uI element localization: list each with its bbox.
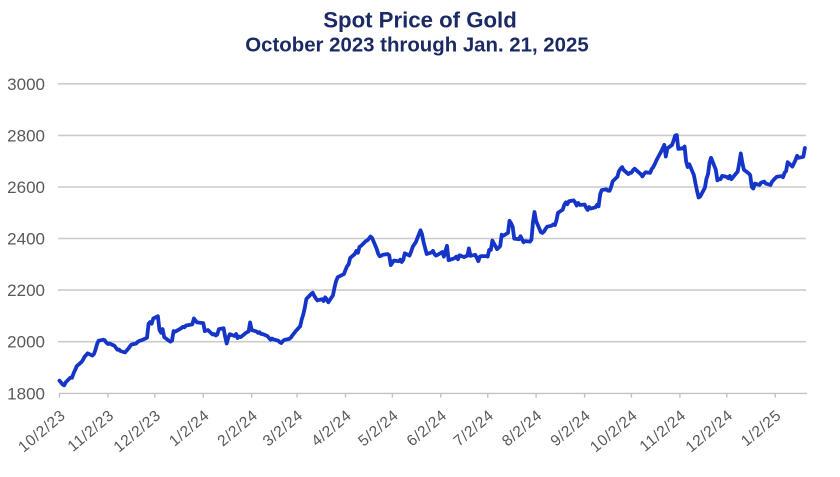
svg-text:1800: 1800 [7, 384, 45, 403]
svg-text:2200: 2200 [7, 281, 45, 300]
svg-text:2400: 2400 [7, 230, 45, 249]
svg-text:Spot Price of Gold: Spot Price of Gold [323, 8, 517, 33]
svg-text:2800: 2800 [7, 126, 45, 145]
svg-text:2600: 2600 [7, 178, 45, 197]
svg-text:3000: 3000 [7, 75, 45, 94]
svg-text:October 2023 through Jan. 21,: October 2023 through Jan. 21, 2025 [245, 35, 588, 57]
svg-text:2000: 2000 [7, 333, 45, 352]
